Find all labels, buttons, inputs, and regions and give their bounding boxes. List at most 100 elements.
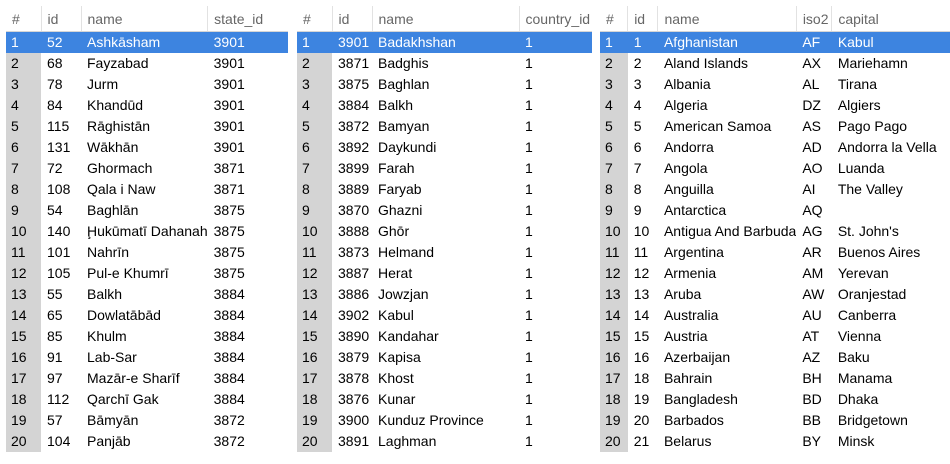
row-number-cell[interactable]: 15 xyxy=(6,326,41,347)
table-cell[interactable]: Aland Islands xyxy=(663,55,749,71)
table-cell[interactable]: DZ xyxy=(802,97,821,113)
row-number-cell[interactable]: 1 xyxy=(600,31,628,53)
table-cell[interactable]: 3875 xyxy=(338,76,370,92)
table-cell[interactable]: Ḩukūmatī Dahanah xyxy=(87,223,208,239)
table-row[interactable]: 6 3892 Daykundi 1 xyxy=(297,137,592,158)
table-row[interactable]: 1 3901 Badakhshan 1 xyxy=(297,31,592,53)
table-cell[interactable]: Azerbaijan xyxy=(663,349,731,365)
table-cell[interactable]: AM xyxy=(802,265,824,281)
row-number-cell[interactable]: 17 xyxy=(6,368,41,389)
table-cell[interactable]: Jowzjan xyxy=(378,286,429,302)
table-cell[interactable]: Argentina xyxy=(663,244,724,260)
table-cell[interactable]: Khost xyxy=(378,370,414,386)
table-row[interactable]: 2 3871 Badghis 1 xyxy=(297,53,592,74)
table-cell[interactable]: 20 xyxy=(633,412,650,428)
table-cell[interactable]: Bangladesh xyxy=(663,391,738,407)
row-number-cell[interactable]: 2 xyxy=(297,53,332,74)
table-row[interactable]: 20 3891 Laghman 1 xyxy=(297,431,592,452)
table-row[interactable]: 18 112 Qarchī Gak 3884 xyxy=(6,389,288,410)
table-cell[interactable]: 3872 xyxy=(338,118,370,134)
table-row[interactable]: 17 97 Mazār-e Sharīf 3884 xyxy=(6,368,288,389)
table-cell[interactable]: Fayzabad xyxy=(87,55,149,71)
table-row[interactable]: 9 54 Baghlān 3875 xyxy=(6,200,288,221)
row-number-cell[interactable]: 4 xyxy=(6,95,41,116)
table-row[interactable]: 9 3870 Ghazni 1 xyxy=(297,200,592,221)
table-cell[interactable]: 85 xyxy=(47,328,63,344)
table-cell[interactable]: AI xyxy=(802,181,816,197)
table-cell[interactable]: AZ xyxy=(802,349,821,365)
table-cell[interactable]: Jurm xyxy=(87,76,119,92)
table-cell[interactable]: 1 xyxy=(525,55,533,71)
table-cell[interactable]: 3884 xyxy=(213,307,245,323)
table-cell[interactable]: AO xyxy=(802,160,823,176)
table-cell[interactable]: The Valley xyxy=(837,181,903,197)
row-number-cell[interactable]: 7 xyxy=(297,158,332,179)
table-cell[interactable]: AT xyxy=(802,328,820,344)
table-cell[interactable]: Pul-e Khumrī xyxy=(87,265,169,281)
table-row[interactable]: 11 101 Nahrīn 3875 xyxy=(6,242,288,263)
table-cell[interactable]: Rāghistān xyxy=(87,118,151,134)
table-row[interactable]: 19 3900 Kunduz Province 1 xyxy=(297,410,592,431)
table-row[interactable]: 17 3878 Khost 1 xyxy=(297,368,592,389)
column-header-iso2[interactable]: iso2 xyxy=(796,6,833,32)
table-cell[interactable]: Khulm xyxy=(87,328,127,344)
table-cell[interactable]: Bahrain xyxy=(663,370,713,386)
table-row[interactable]: 13 3886 Jowzjan 1 xyxy=(297,284,592,305)
table-cell[interactable]: Badghis xyxy=(378,55,429,71)
row-number-cell[interactable]: 8 xyxy=(6,179,41,200)
table-row[interactable]: 6 6 Andorra AD Andorra la Vella xyxy=(600,137,950,158)
table-cell[interactable]: 52 xyxy=(41,31,81,53)
column-header-country-id[interactable]: country_id xyxy=(519,6,592,32)
row-number-cell[interactable]: 11 xyxy=(297,242,332,263)
row-number-cell[interactable]: 9 xyxy=(600,200,628,221)
table-cell[interactable]: Bamyan xyxy=(378,118,430,134)
table-cell[interactable]: Minsk xyxy=(837,433,875,449)
row-number-cell[interactable]: 12 xyxy=(297,263,332,284)
row-number-cell[interactable]: 3 xyxy=(297,74,332,95)
table-cell[interactable]: 1 xyxy=(525,181,533,197)
row-number-cell[interactable]: 3 xyxy=(600,74,628,95)
column-header-name[interactable]: name xyxy=(372,6,520,32)
row-number-cell[interactable]: 2 xyxy=(6,53,41,74)
table-cell[interactable]: Antarctica xyxy=(663,202,727,218)
table-cell[interactable]: 97 xyxy=(47,370,63,386)
table-cell[interactable]: 68 xyxy=(47,55,63,71)
table-cell[interactable]: Herat xyxy=(378,265,413,281)
table-cell[interactable]: 3872 xyxy=(213,433,245,449)
table-row[interactable]: 15 85 Khulm 3884 xyxy=(6,326,288,347)
table-cell[interactable]: 11 xyxy=(633,244,649,260)
row-number-cell[interactable]: 16 xyxy=(6,347,41,368)
table-cell[interactable]: AW xyxy=(802,286,825,302)
row-number-cell[interactable]: 6 xyxy=(6,137,41,158)
table-cell[interactable]: AF xyxy=(796,31,832,53)
table-cell[interactable]: BD xyxy=(802,391,822,407)
table-row[interactable]: 10 3888 Ghōr 1 xyxy=(297,221,592,242)
table-cell[interactable]: 3902 xyxy=(338,307,370,323)
table-cell[interactable]: BH xyxy=(802,370,822,386)
table-cell[interactable]: 7 xyxy=(633,160,642,176)
table-cell[interactable]: Algeria xyxy=(663,97,708,113)
row-number-cell[interactable]: 10 xyxy=(6,221,41,242)
table-cell[interactable]: 1 xyxy=(525,307,533,323)
table-cell[interactable]: Angola xyxy=(663,160,708,176)
row-number-cell[interactable]: 9 xyxy=(6,200,41,221)
table-row[interactable]: 14 3902 Kabul 1 xyxy=(297,305,592,326)
table-cell[interactable]: 15 xyxy=(633,328,650,344)
table-cell[interactable]: BB xyxy=(802,412,821,428)
table-cell[interactable]: 1 xyxy=(525,244,533,260)
table-cell[interactable]: Farah xyxy=(378,160,415,176)
table-cell[interactable]: 91 xyxy=(47,349,63,365)
table-row[interactable]: 13 55 Balkh 3884 xyxy=(6,284,288,305)
row-number-cell[interactable]: 13 xyxy=(297,284,332,305)
table-cell[interactable]: Belarus xyxy=(663,433,712,449)
row-number-cell[interactable]: 20 xyxy=(297,431,332,452)
table-row[interactable]: 19 20 Barbados BB Bridgetown xyxy=(600,410,950,431)
table-row[interactable]: 4 3884 Balkh 1 xyxy=(297,95,592,116)
table-cell[interactable]: Baku xyxy=(837,349,870,365)
table-cell[interactable]: 72 xyxy=(47,160,63,176)
table-cell[interactable]: 115 xyxy=(47,118,70,134)
table-row[interactable]: 6 131 Wākhān 3901 xyxy=(6,137,288,158)
table-cell[interactable]: Wākhān xyxy=(87,139,139,155)
column-header-state-id[interactable]: state_id xyxy=(207,6,288,32)
table-cell[interactable]: Kunar xyxy=(378,391,416,407)
